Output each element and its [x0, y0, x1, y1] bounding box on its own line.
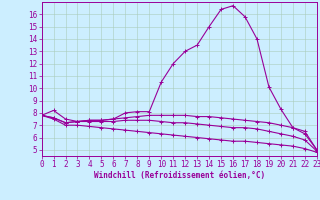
X-axis label: Windchill (Refroidissement éolien,°C): Windchill (Refroidissement éolien,°C)	[94, 171, 265, 180]
